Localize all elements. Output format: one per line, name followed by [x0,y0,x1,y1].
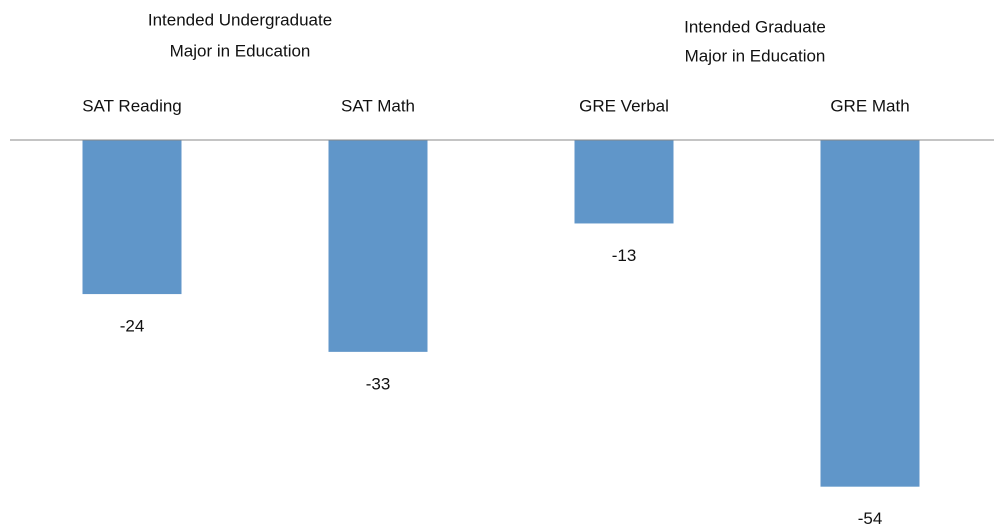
bar [820,140,920,487]
bar [328,140,428,352]
category-label: GRE Verbal [579,96,669,115]
value-label: -24 [120,317,145,336]
group-title: Intended Undergraduate [148,10,332,29]
category-label: SAT Math [341,96,415,115]
bar [82,140,182,295]
value-label: -13 [612,246,637,265]
group-title: Major in Education [685,46,826,65]
group-title: Major in Education [170,41,311,60]
bar [574,140,674,224]
value-label: -33 [366,374,391,393]
category-label: GRE Math [830,96,909,115]
category-label: SAT Reading [82,96,182,115]
group-title: Intended Graduate [684,17,826,36]
value-label: -54 [858,509,883,527]
